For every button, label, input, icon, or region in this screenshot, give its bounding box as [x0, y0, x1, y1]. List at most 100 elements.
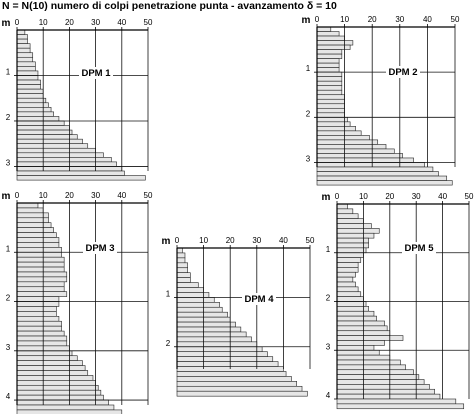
x-tick-label: 10: [340, 15, 349, 24]
x-tick-label: 30: [395, 15, 404, 24]
bar: [16, 129, 73, 135]
bar: [336, 335, 404, 341]
x-tick-label: 50: [144, 18, 153, 27]
bar: [176, 376, 292, 382]
bar: [316, 121, 351, 127]
bar: [336, 252, 364, 258]
bar: [16, 29, 26, 35]
bar: [336, 379, 425, 385]
depth-tick-label: 2: [6, 294, 11, 303]
bar: [316, 180, 453, 186]
depth-tick-label: 1: [326, 245, 331, 254]
depth-tick-label: 3: [6, 343, 11, 352]
bar: [16, 404, 115, 411]
chart-dpm-5: 0 10 20 30 40 50 1 2 3 4 m DPM 5: [322, 192, 474, 410]
bar: [316, 58, 340, 64]
bar: [316, 162, 425, 168]
bar: [336, 403, 465, 410]
chart-dpm-4: 0 10 20 30 40 50 1 2 m DPM 4: [162, 236, 315, 397]
depth-unit-label: m: [2, 18, 11, 29]
bar: [176, 371, 287, 377]
x-tick-label: 30: [252, 236, 261, 245]
chart-title-background: [402, 242, 436, 254]
bar: [176, 272, 191, 278]
bar: [16, 43, 31, 49]
bar: [336, 359, 401, 366]
x-tick-label: 40: [117, 18, 126, 27]
bar: [316, 31, 340, 37]
bar: [316, 153, 403, 159]
bar: [336, 237, 369, 244]
bar: [16, 261, 65, 268]
x-tick-label: 0: [15, 18, 20, 27]
x-tick-label: 10: [199, 236, 208, 245]
bar: [336, 384, 430, 390]
bar: [336, 393, 441, 400]
bar: [316, 26, 332, 32]
bar: [176, 390, 308, 397]
bar: [336, 203, 348, 210]
bar: [316, 49, 343, 55]
bar: [176, 257, 186, 264]
bar: [16, 56, 34, 63]
bar: [176, 297, 215, 303]
x-tick-label: 10: [39, 191, 48, 200]
bar: [176, 262, 188, 269]
bar: [316, 44, 351, 50]
bar: [336, 257, 362, 263]
bar: [16, 116, 60, 122]
bar: [176, 292, 210, 298]
x-tick-label: 50: [144, 191, 153, 200]
bar: [16, 355, 78, 361]
bar: [336, 388, 435, 395]
chart-dpm-2: 0 10 20 30 40 50 1 2 3 m DPM 2: [302, 15, 460, 186]
bar: [16, 88, 44, 94]
bar: [316, 62, 340, 68]
bar: [16, 266, 65, 273]
bar: [16, 217, 49, 224]
bar: [316, 40, 354, 46]
depth-tick-label: 4: [326, 391, 331, 400]
bar: [16, 157, 112, 163]
bar: [336, 345, 375, 351]
bar: [16, 251, 62, 258]
chart-title: DPM 5: [404, 243, 434, 254]
bar: [16, 170, 125, 176]
bar: [176, 331, 247, 338]
bar: [176, 336, 252, 343]
bar: [16, 409, 123, 414]
x-tick-label: 40: [423, 15, 432, 24]
bar: [336, 301, 367, 307]
bar: [16, 296, 60, 302]
bar: [16, 271, 68, 278]
figure-title: N = N(10) numero di colpi penetrazione p…: [2, 0, 337, 12]
x-tick-label: 50: [451, 15, 460, 24]
bar: [316, 35, 345, 41]
bar: [16, 320, 62, 327]
bar: [16, 316, 60, 322]
bar: [336, 247, 367, 254]
bar: [16, 276, 68, 283]
bar: [316, 130, 362, 136]
bar: [336, 315, 377, 322]
bar: [336, 218, 364, 224]
x-tick-label: 20: [65, 191, 74, 200]
bar: [16, 52, 34, 58]
bar: [16, 207, 44, 214]
bar: [316, 85, 343, 91]
bar: [16, 102, 49, 108]
depth-tick-label: 1: [6, 67, 11, 76]
bar: [316, 171, 439, 177]
bar: [336, 267, 359, 273]
bar: [316, 157, 414, 163]
bar: [336, 281, 356, 288]
bar: [16, 97, 47, 104]
depth-unit-label: m: [322, 192, 331, 203]
bar: [316, 71, 343, 77]
bar: [316, 117, 348, 123]
x-tick-label: 0: [335, 192, 340, 201]
bar: [16, 350, 73, 357]
x-tick-label: 10: [39, 18, 48, 27]
bar: [176, 302, 220, 308]
